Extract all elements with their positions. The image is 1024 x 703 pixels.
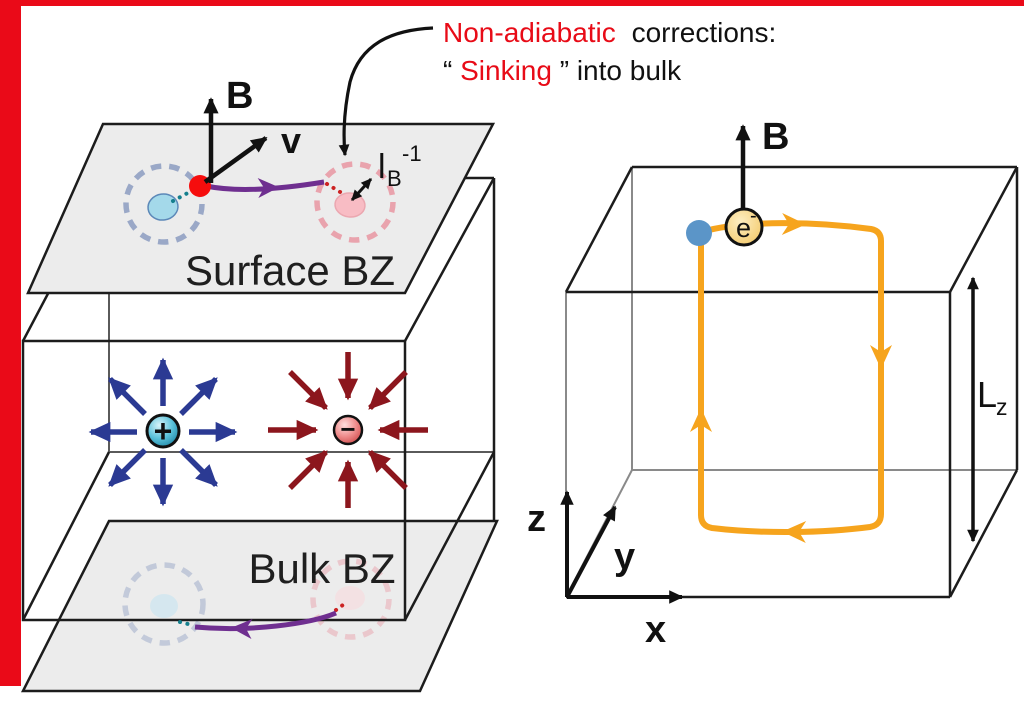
electron-label-sup: -: [750, 205, 757, 227]
surface-source-orbit-circle: [123, 163, 205, 245]
velocity-label: v: [281, 120, 301, 161]
orbit-arrowhead-left: [690, 408, 712, 432]
surface-trajectory: [205, 178, 325, 198]
surface-trajectory-arrowhead: [257, 178, 279, 198]
annotation-line2-openquote: “: [443, 55, 452, 86]
bulk-source-blob: [150, 594, 178, 618]
annotation-line1-rest: corrections:: [632, 17, 777, 48]
b-field-label-left: B: [226, 75, 253, 117]
surface-bz-plane: [26, 122, 496, 295]
orbit-arrowhead-right: [870, 345, 892, 369]
bulk-teal-dotted-link: [178, 620, 194, 627]
z-axis-label: z: [527, 498, 546, 540]
right-box-wireframe: [564, 165, 1019, 599]
coordinate-axes: z y x: [527, 490, 684, 651]
source-field-arrows: [88, 357, 238, 507]
svg-text:L: L: [977, 374, 997, 415]
bulk-red-dotted-link: [334, 600, 349, 612]
orbit-arrowhead-bottom: [782, 521, 807, 543]
b-field-label-right: B: [762, 116, 789, 158]
bulk-sink-orbit-circle: [310, 558, 392, 640]
surface-bz-label: Surface BZ: [185, 247, 395, 294]
svg-text:-1: -1: [402, 141, 422, 166]
electron-ball: e -: [724, 205, 764, 247]
bulk-bz-label: Bulk BZ: [248, 545, 395, 592]
svg-text:B: B: [387, 166, 402, 191]
bulk-trajectory: [194, 610, 337, 639]
annotation-line2-rest: ” into bulk: [560, 55, 682, 86]
bulk-bz-plane: [20, 519, 499, 693]
blue-marker-dot: [686, 220, 712, 246]
velocity-arrow: [203, 136, 268, 184]
annotation-line1: Non-adiabatic corrections:: [443, 17, 776, 48]
annotation-leader-arrow: [338, 26, 434, 157]
sink-field-arrows: [268, 352, 428, 508]
berry-monopole-sink: −: [268, 352, 428, 508]
orbit-arrowhead-top: [781, 213, 806, 235]
bulk-source-orbit-circle: [122, 562, 206, 646]
left-border-bar: [0, 0, 21, 686]
sink-charge-ball: [332, 414, 364, 446]
svg-text:l: l: [378, 148, 386, 186]
electron-orbit-path: [698, 220, 884, 536]
electron-ball-circle: [724, 207, 764, 247]
source-charge-symbol: +: [154, 413, 173, 449]
sink-charge-symbol: −: [340, 414, 355, 444]
berry-monopole-source: +: [88, 357, 238, 507]
magnetic-length-label: l B -1: [378, 141, 422, 191]
x-axis-label: x: [645, 609, 666, 651]
top-border-bar: [0, 0, 1024, 6]
left-box-front-edges: [21, 177, 496, 622]
source-charge-ball: [145, 413, 181, 449]
surface-source-wavepacket-blob: [147, 193, 179, 221]
annotation-line2-highlight: Sinking: [460, 55, 552, 86]
svg-text:z: z: [996, 394, 1008, 420]
y-axis-arrow: [565, 505, 617, 598]
surface-sink-orbit-circle: [314, 161, 396, 243]
electron-label: e: [736, 213, 751, 243]
magnetic-length-arrow: [350, 177, 373, 202]
electron-orbit: [690, 213, 892, 543]
annotation-line2: “ Sinking ” into bulk: [443, 55, 682, 86]
annotation-line1-highlight: Non-adiabatic: [443, 17, 616, 48]
y-axis-label: y: [614, 536, 635, 578]
lz-label: L z: [977, 374, 1008, 420]
bulk-trajectory-arrowhead: [231, 619, 253, 639]
